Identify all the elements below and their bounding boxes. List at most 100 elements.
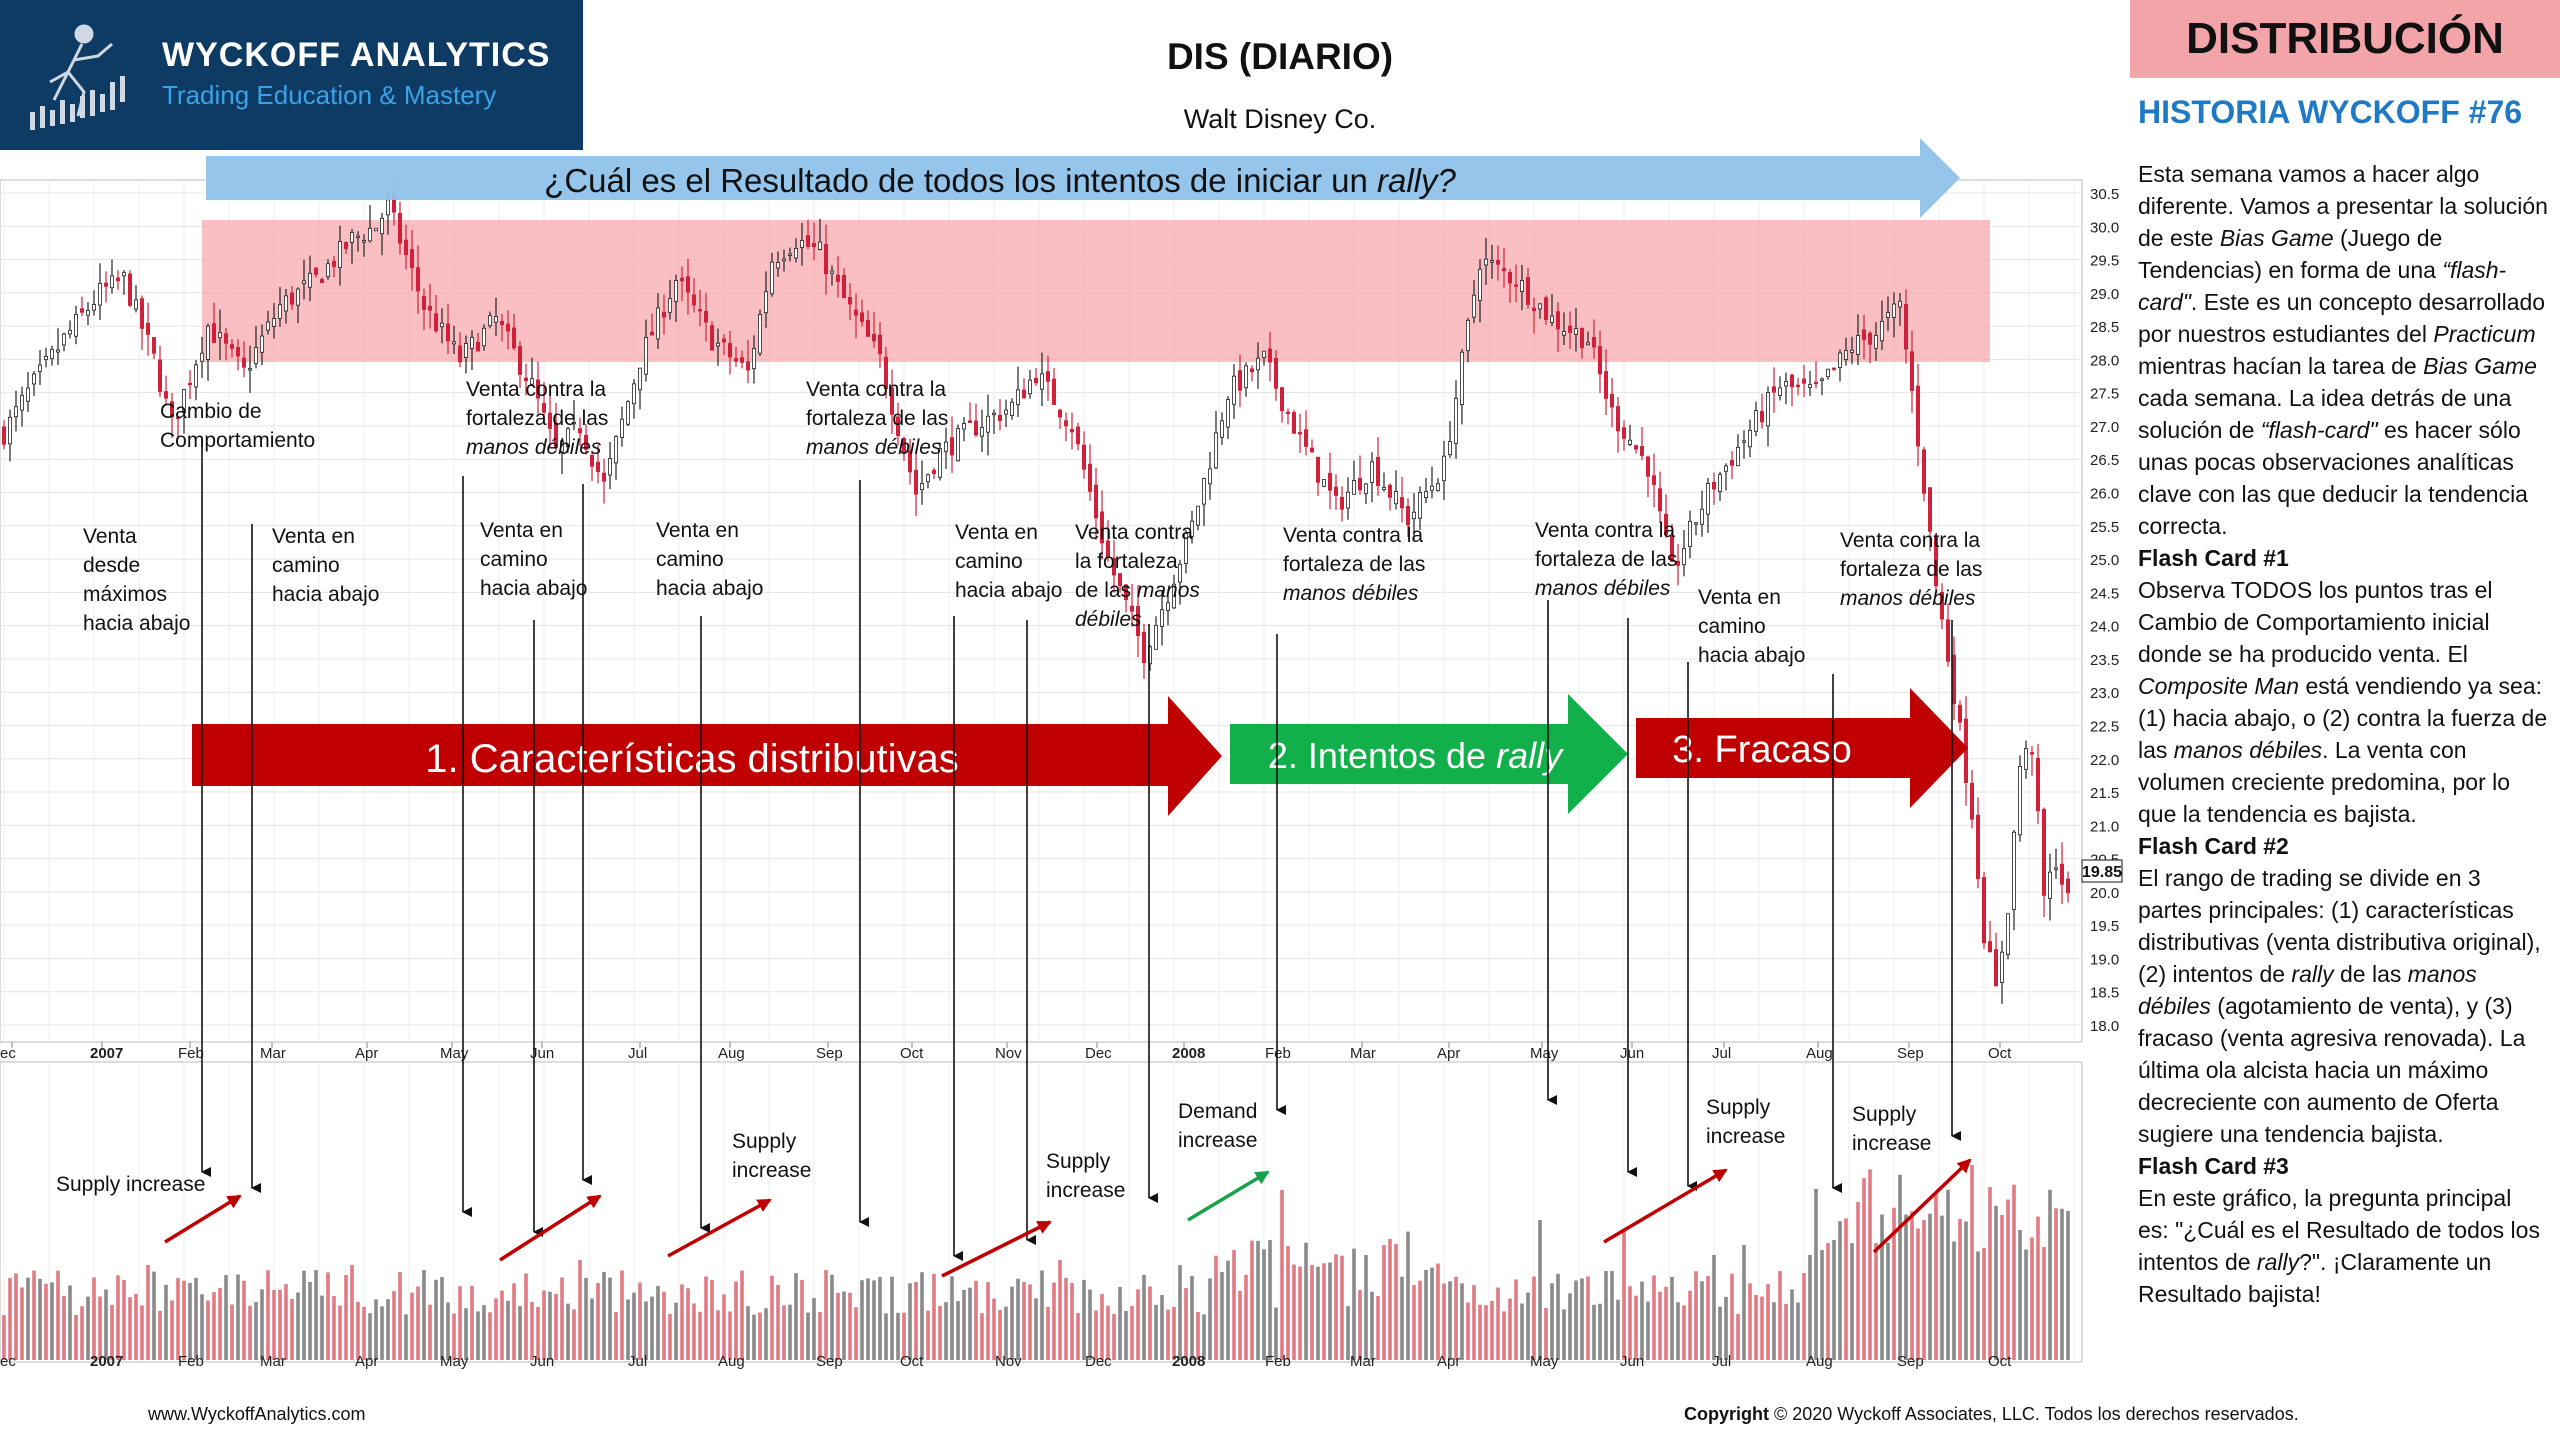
volume-grid bbox=[3, 1062, 2075, 1362]
candle-body bbox=[439, 322, 444, 328]
volume-bar bbox=[1670, 1276, 1674, 1360]
volume-bar bbox=[536, 1306, 540, 1360]
volume-bar bbox=[710, 1280, 714, 1360]
volume-bar bbox=[1514, 1279, 1518, 1360]
candle-body bbox=[1766, 392, 1771, 427]
volume-bar bbox=[1322, 1263, 1326, 1360]
volume-bar bbox=[110, 1304, 114, 1360]
candle-body bbox=[205, 325, 210, 360]
volume-bar bbox=[848, 1292, 852, 1360]
candle-body bbox=[433, 313, 438, 332]
volume-bar bbox=[2, 1314, 6, 1360]
volume-bar bbox=[1238, 1290, 1242, 1360]
price-tick-label: 28.0 bbox=[2090, 352, 2119, 369]
volume-bar bbox=[788, 1304, 792, 1360]
candle-body bbox=[1004, 409, 1009, 415]
volume-bar bbox=[1256, 1240, 1260, 1360]
volume-bar bbox=[1064, 1277, 1068, 1360]
candle-body bbox=[104, 282, 109, 287]
price-tick-label: 29.5 bbox=[2090, 253, 2119, 270]
candle-body bbox=[836, 274, 841, 282]
candle-body bbox=[1724, 465, 1729, 472]
volume-bar bbox=[1016, 1278, 1020, 1360]
volume-bar bbox=[302, 1270, 306, 1360]
volume-bar bbox=[1214, 1255, 1218, 1360]
x-tick-label: Jul bbox=[628, 1045, 647, 1062]
candle-body bbox=[674, 280, 679, 302]
candle-body bbox=[325, 263, 330, 278]
x-tick-label: Sep bbox=[816, 1353, 843, 1370]
candle-body bbox=[373, 227, 378, 232]
volume-trend-arrow bbox=[499, 1194, 602, 1262]
volume-bar bbox=[1430, 1267, 1434, 1360]
volume-bar bbox=[512, 1283, 516, 1360]
price-tick-label: 25.0 bbox=[2090, 552, 2119, 569]
volume-bar bbox=[1166, 1309, 1170, 1360]
candle-body bbox=[283, 295, 288, 312]
price-tick-label: 20.0 bbox=[2090, 885, 2119, 902]
candle-body bbox=[385, 199, 390, 216]
volume-bar bbox=[1418, 1280, 1422, 1360]
volume-bar bbox=[1310, 1264, 1314, 1360]
candle-body bbox=[944, 441, 949, 452]
candle-body bbox=[1172, 583, 1177, 609]
candle-body bbox=[1742, 440, 1747, 443]
volume-bar bbox=[2048, 1189, 2052, 1360]
candle-body bbox=[998, 414, 1003, 421]
candle-body bbox=[884, 356, 889, 390]
volume-bar bbox=[1916, 1228, 1920, 1360]
volume-annotation-label: Supply increase bbox=[732, 1130, 811, 1182]
candle-body bbox=[199, 352, 204, 362]
volume-bar bbox=[1262, 1249, 1266, 1360]
candle-body bbox=[1316, 456, 1321, 483]
volume-bar bbox=[908, 1283, 912, 1360]
candle-body bbox=[379, 217, 384, 235]
candle-body bbox=[7, 416, 12, 445]
candle-body bbox=[842, 275, 847, 298]
candle-body bbox=[25, 387, 30, 402]
x-tick-label: Mar bbox=[1350, 1353, 1376, 1370]
volume-bar bbox=[386, 1299, 390, 1360]
volume-bar bbox=[500, 1290, 504, 1360]
volume-bar bbox=[626, 1299, 630, 1360]
candle-body bbox=[1550, 315, 1555, 323]
volume-bar bbox=[2006, 1199, 2010, 1360]
x-tick-label: Feb bbox=[178, 1045, 204, 1062]
volume-bar bbox=[1340, 1255, 1344, 1360]
candle-body bbox=[554, 422, 559, 448]
candle-body bbox=[578, 428, 583, 434]
volume-bar bbox=[506, 1300, 510, 1360]
volume-bar bbox=[578, 1260, 582, 1360]
volume-bar bbox=[1784, 1303, 1788, 1360]
volume-bar bbox=[1592, 1304, 1596, 1360]
volume-bar bbox=[1052, 1282, 1056, 1360]
candle-body bbox=[1166, 602, 1171, 611]
candle-body bbox=[950, 437, 955, 456]
volume-bar bbox=[782, 1305, 786, 1360]
volume-bar bbox=[824, 1270, 828, 1360]
candle-body bbox=[2047, 871, 2052, 899]
volume-bar bbox=[8, 1277, 12, 1360]
candle-body bbox=[217, 332, 222, 339]
volume-bar bbox=[1628, 1286, 1632, 1360]
candle-body bbox=[1538, 303, 1543, 310]
volume-bar bbox=[392, 1291, 396, 1360]
volume-bar bbox=[308, 1281, 312, 1360]
candle-body bbox=[1202, 478, 1207, 505]
candle-body bbox=[259, 335, 264, 353]
x-tick-label: May bbox=[440, 1353, 469, 1370]
volume-bar bbox=[1820, 1250, 1824, 1360]
volume-bar bbox=[902, 1312, 906, 1360]
volume-bar bbox=[140, 1305, 144, 1360]
volume-bar bbox=[608, 1277, 612, 1360]
candle-body bbox=[1730, 460, 1735, 466]
candle-body bbox=[1556, 311, 1561, 330]
candle-body bbox=[2030, 752, 2035, 755]
candle-body bbox=[1862, 329, 1867, 340]
volume-bar bbox=[2054, 1208, 2058, 1360]
candle-body bbox=[698, 309, 703, 312]
candle-body bbox=[632, 383, 637, 405]
volume-bar bbox=[2060, 1208, 2064, 1360]
volume-bar bbox=[1604, 1271, 1608, 1360]
volume-bar bbox=[26, 1277, 30, 1360]
